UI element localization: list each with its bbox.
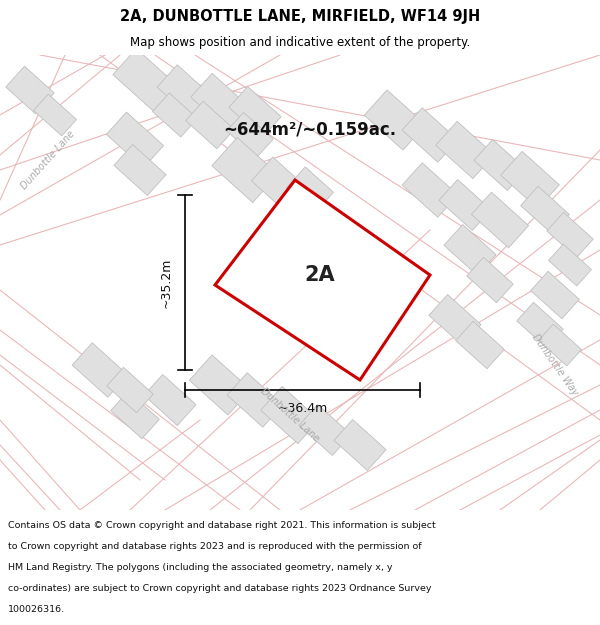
Polygon shape: [474, 139, 526, 191]
Polygon shape: [539, 324, 581, 366]
Polygon shape: [106, 112, 164, 168]
Polygon shape: [251, 157, 308, 213]
Text: 2A, DUNBOTTLE LANE, MIRFIELD, WF14 9JH: 2A, DUNBOTTLE LANE, MIRFIELD, WF14 9JH: [120, 9, 480, 24]
Polygon shape: [72, 342, 128, 398]
Polygon shape: [114, 144, 166, 196]
Polygon shape: [548, 244, 592, 286]
Text: 2A: 2A: [305, 265, 335, 285]
Text: 100026316.: 100026316.: [8, 606, 65, 614]
Text: Dunbottle Lane: Dunbottle Lane: [19, 129, 77, 191]
Polygon shape: [472, 192, 529, 248]
Polygon shape: [215, 180, 430, 380]
Text: Dunbottle Lane: Dunbottle Lane: [259, 386, 321, 444]
Text: Map shows position and indicative extent of the property.: Map shows position and indicative extent…: [130, 36, 470, 49]
Polygon shape: [110, 391, 160, 439]
Polygon shape: [271, 187, 329, 243]
Polygon shape: [227, 112, 273, 158]
Polygon shape: [299, 404, 351, 456]
Polygon shape: [144, 374, 196, 426]
Polygon shape: [402, 107, 458, 162]
Polygon shape: [190, 355, 251, 415]
Polygon shape: [107, 368, 153, 413]
Polygon shape: [517, 302, 563, 348]
Text: ~644m²/~0.159ac.: ~644m²/~0.159ac.: [223, 121, 397, 139]
Polygon shape: [227, 372, 283, 428]
Text: Dunbottle Way: Dunbottle Way: [530, 332, 580, 398]
Polygon shape: [402, 162, 458, 217]
Polygon shape: [439, 179, 491, 231]
Text: to Crown copyright and database rights 2023 and is reproduced with the permissio: to Crown copyright and database rights 2…: [8, 542, 421, 551]
Polygon shape: [245, 195, 395, 345]
Polygon shape: [113, 49, 177, 111]
Polygon shape: [501, 151, 559, 209]
Text: Contains OS data © Crown copyright and database right 2021. This information is : Contains OS data © Crown copyright and d…: [8, 521, 436, 529]
Polygon shape: [334, 419, 386, 471]
Polygon shape: [455, 321, 505, 369]
Polygon shape: [530, 271, 580, 319]
Polygon shape: [444, 224, 496, 276]
Polygon shape: [436, 121, 494, 179]
Polygon shape: [429, 294, 481, 346]
Polygon shape: [547, 213, 593, 258]
Polygon shape: [364, 90, 425, 150]
Polygon shape: [521, 186, 569, 234]
Polygon shape: [185, 101, 235, 149]
Polygon shape: [152, 93, 197, 137]
Polygon shape: [191, 73, 249, 131]
Text: ~35.2m: ~35.2m: [160, 258, 173, 308]
Text: ~36.4m: ~36.4m: [277, 401, 328, 414]
Polygon shape: [229, 86, 281, 138]
Polygon shape: [287, 167, 334, 213]
Polygon shape: [6, 66, 54, 114]
Polygon shape: [157, 65, 213, 119]
Text: co-ordinates) are subject to Crown copyright and database rights 2023 Ordnance S: co-ordinates) are subject to Crown copyr…: [8, 584, 431, 593]
Polygon shape: [212, 138, 278, 202]
Polygon shape: [261, 386, 319, 444]
Polygon shape: [34, 94, 76, 136]
Polygon shape: [467, 258, 513, 302]
Text: HM Land Registry. The polygons (including the associated geometry, namely x, y: HM Land Registry. The polygons (includin…: [8, 563, 392, 572]
